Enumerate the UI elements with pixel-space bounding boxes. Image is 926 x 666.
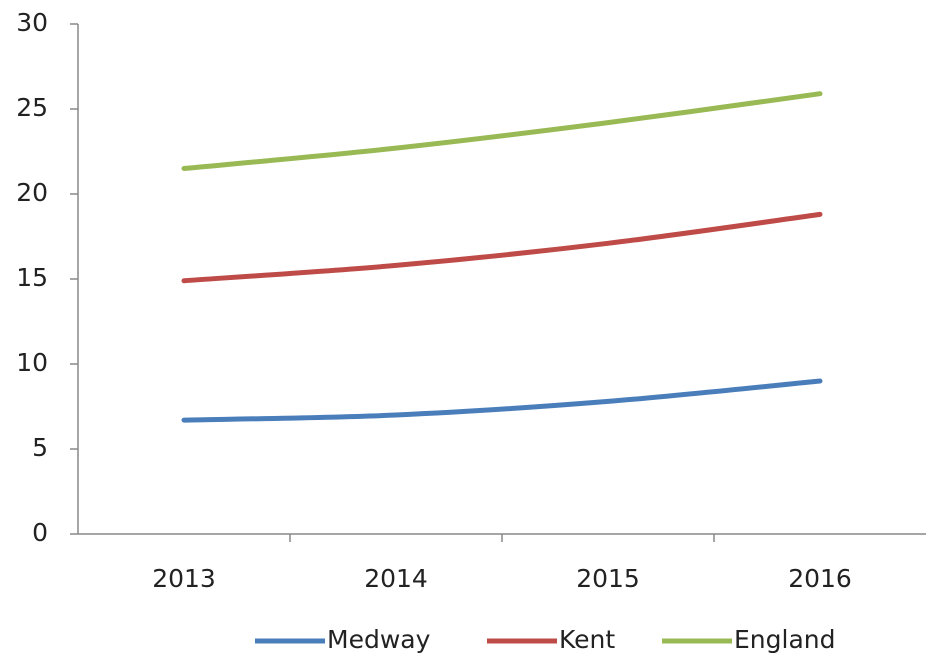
- y-tick-label: 20: [16, 178, 48, 207]
- x-tick-label: 2015: [576, 564, 640, 593]
- y-tick-label: 15: [16, 263, 48, 292]
- y-tick-label: 0: [32, 518, 48, 547]
- x-tick-label: 2016: [788, 564, 852, 593]
- x-tick-label: 2013: [152, 564, 216, 593]
- x-tick-label: 2014: [364, 564, 428, 593]
- y-tick-label: 10: [16, 348, 48, 377]
- y-tick-label: 30: [16, 8, 48, 37]
- series-line: [181, 91, 823, 171]
- y-tick-label: 25: [16, 93, 48, 122]
- legend-label: England: [734, 625, 836, 654]
- legend-label: Kent: [559, 625, 615, 654]
- legend-label: Medway: [327, 625, 431, 654]
- series-line: [181, 378, 823, 423]
- y-tick-label: 5: [32, 433, 48, 462]
- series-line: [181, 211, 823, 284]
